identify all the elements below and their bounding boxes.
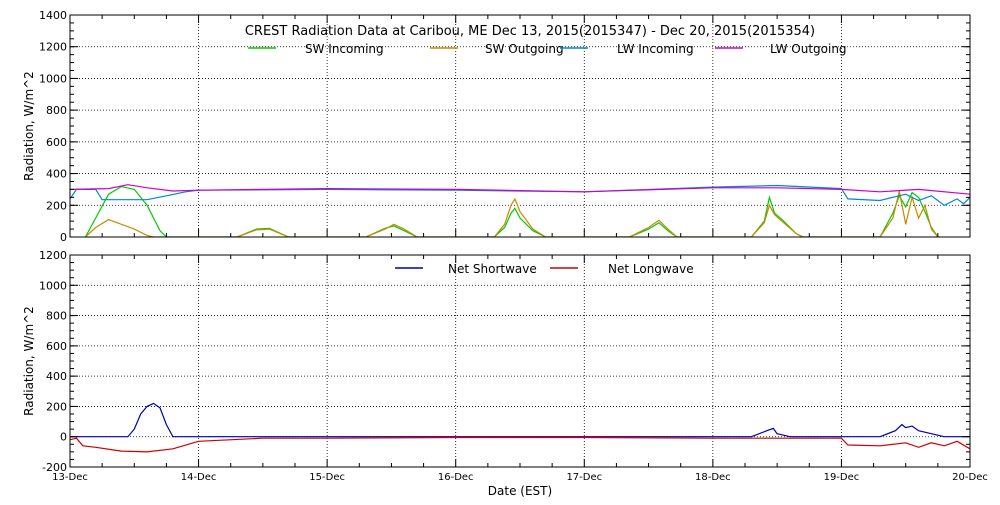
series-line-sw-incoming (84, 185, 939, 237)
legend-label: LW Incoming (617, 42, 694, 56)
legend-entry: Net Longwave (550, 262, 694, 276)
x-tick-label: 16-Dec (438, 472, 474, 483)
legend-label: Net Longwave (608, 262, 694, 276)
legend-entry: SW Incoming (248, 42, 384, 56)
chart-panel-2: -200 0 200 400 600 800 1000 1200 Radiation, W/m^… (22, 249, 988, 498)
legend-entry: SW Outgoing (430, 42, 564, 56)
y-axis-label: Radiation, W/m^2 (22, 71, 36, 181)
series-line-lw-outgoing (70, 184, 970, 195)
y-axis-label: Radiation, W/m^2 (22, 306, 36, 416)
x-tick-label: 18-Dec (695, 472, 731, 483)
y-tick-label: 800 (46, 104, 67, 117)
y-tick-label: 1000 (39, 279, 67, 292)
y-tick-label: 600 (46, 136, 67, 149)
x-tick-label: 14-Dec (181, 472, 217, 483)
y-tick-label: 1200 (39, 249, 67, 262)
x-tick-label: 19-Dec (824, 472, 860, 483)
x-tick-label: 20-Dec (952, 472, 988, 483)
x-tick-label: 17-Dec (566, 472, 602, 483)
legend-label: LW Outgoing (770, 42, 847, 56)
y-tick-label: 400 (46, 168, 67, 181)
x-tick-label: 15-Dec (309, 472, 345, 483)
y-tick-label: 800 (46, 310, 67, 323)
y-tick-label: 600 (46, 340, 67, 353)
chart-title: CREST Radiation Data at Caribou, ME Dec … (245, 24, 815, 39)
x-axis-label: Date (EST) (488, 484, 552, 498)
legend-label: SW Outgoing (485, 42, 564, 56)
x-tick-label: 13-Dec (52, 472, 88, 483)
y-tick-label: 0 (60, 431, 67, 444)
y-tick-label: 1200 (39, 41, 67, 54)
series-line-sw-outgoing (84, 190, 939, 237)
legend-label: Net Shortwave (448, 262, 537, 276)
chart-panel-1: 0 200 400 600 800 1000 1200 1400 Radiation, W/m^… (22, 9, 971, 244)
series-line-lw-incoming (70, 184, 970, 207)
y-tick-label: 200 (46, 199, 67, 212)
legend-label: SW Incoming (305, 42, 384, 56)
series-line-net-shortwave (70, 402, 970, 438)
y-tick-label: 1000 (39, 72, 67, 85)
y-tick-label: 0 (60, 231, 67, 244)
y-tick-label: 200 (46, 400, 67, 413)
legend-entry: LW Outgoing (715, 42, 847, 56)
y-tick-label: -200 (42, 461, 67, 474)
y-tick-label: 1400 (39, 9, 67, 22)
series-line-net-longwave (70, 436, 970, 453)
legend-entry: LW Incoming (560, 42, 694, 56)
legend-entry: Net Shortwave (395, 262, 537, 276)
y-tick-label: 400 (46, 370, 67, 383)
